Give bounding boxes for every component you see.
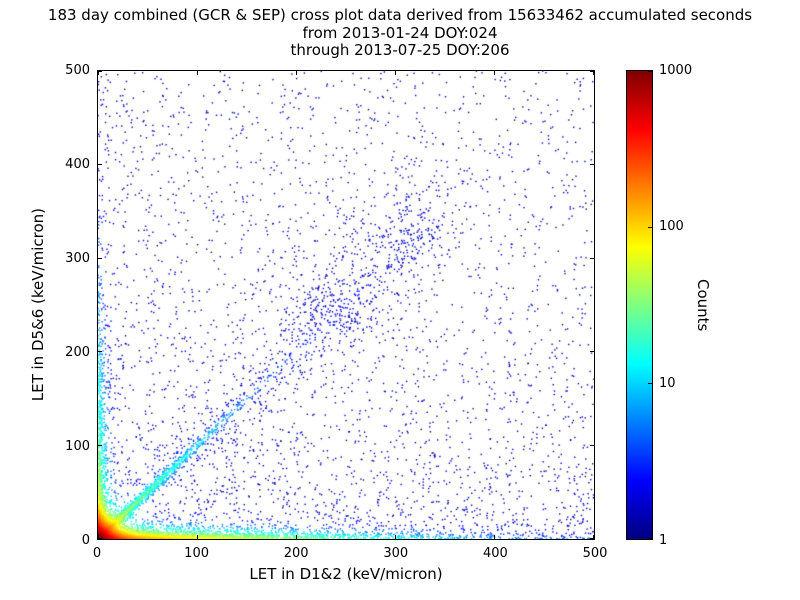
y-tick-mark (98, 71, 102, 72)
x-axis-label: LET in D1&2 (keV/micron) (249, 565, 443, 583)
colorbar-tick-mark (648, 538, 652, 539)
plot-area (97, 70, 595, 540)
y-tick-mark (98, 351, 102, 353)
y-tick-mark (590, 351, 594, 353)
y-tick-mark (590, 444, 594, 446)
chart-title: 183 day combined (GCR & SEP) cross plot … (47, 6, 753, 24)
y-tick-mark (98, 444, 102, 446)
y-tick-label: 300 (65, 250, 90, 266)
colorbar-label: Counts (692, 70, 714, 540)
x-tick-mark (98, 71, 99, 75)
x-tick-mark (593, 71, 594, 75)
colorbar (626, 70, 653, 540)
x-tick-mark (196, 71, 198, 75)
y-tick-mark (98, 164, 102, 166)
x-tick-mark (395, 71, 397, 75)
colorbar-gradient (627, 71, 652, 539)
y-axis-label: LET in D5&6 (keV/micron) (25, 70, 51, 540)
x-tick-mark (494, 71, 496, 75)
y-tick-mark (98, 538, 102, 539)
colorbar-tick-mark (648, 382, 652, 384)
y-tick-mark (590, 257, 594, 259)
y-tick-label: 100 (65, 438, 90, 454)
y-tick-mark (590, 71, 594, 72)
chart-subtitle-from: from 2013-01-24 DOY:024 (302, 24, 498, 42)
x-tick-mark (295, 71, 297, 75)
y-tick-mark (590, 164, 594, 166)
y-tick-label: 200 (65, 344, 90, 360)
chart-subtitle-through: through 2013-07-25 DOY:206 (290, 41, 510, 59)
y-tick-label: 0 (81, 532, 90, 548)
y-tick-label: 500 (65, 62, 90, 78)
x-tick-label: 300 (383, 546, 409, 561)
colorbar-tick-mark (648, 71, 652, 72)
x-tick-mark (98, 535, 99, 539)
x-tick-label: 100 (184, 546, 209, 561)
colorbar-tick-label: 1 (659, 532, 668, 548)
x-tick-mark (395, 535, 397, 539)
y-tick-mark (590, 538, 594, 539)
colorbar-tick-label: 1000 (659, 62, 693, 78)
colorbar-tick-mark (648, 226, 652, 228)
x-tick-label: 200 (283, 546, 309, 561)
colorbar-tick-label: 10 (659, 375, 676, 391)
x-tick-mark (494, 535, 496, 539)
scatter-canvas (98, 71, 594, 539)
x-tick-mark (196, 535, 198, 539)
x-tick-label: 0 (92, 546, 102, 561)
x-tick-mark (295, 535, 297, 539)
y-axis-label-text: LET in D5&6 (keV/micron) (29, 208, 47, 402)
y-tick-mark (98, 257, 102, 259)
y-tick-label: 400 (65, 156, 90, 172)
x-tick-label: 500 (582, 546, 608, 561)
x-tick-label: 400 (482, 546, 508, 561)
colorbar-label-text: Counts (694, 278, 712, 332)
x-tick-mark (593, 535, 594, 539)
colorbar-tick-label: 100 (659, 219, 684, 235)
